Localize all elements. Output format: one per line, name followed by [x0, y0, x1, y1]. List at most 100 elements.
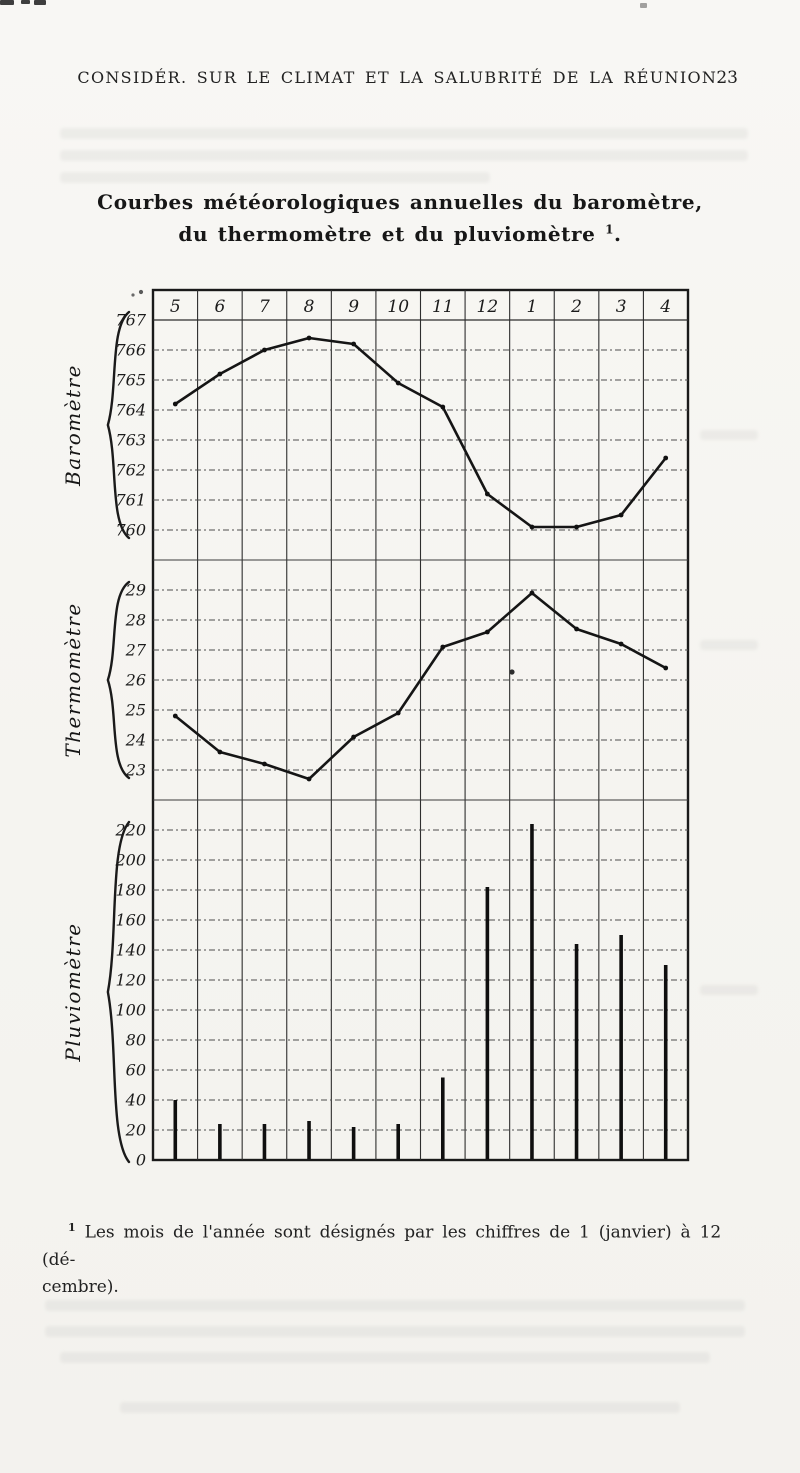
bleed-through-ghost — [45, 1300, 745, 1311]
data-point-marker — [663, 665, 669, 671]
bleed-through-ghost — [700, 430, 758, 440]
y-tick-label: 767 — [115, 311, 146, 330]
bleed-through-ghost — [45, 1326, 745, 1337]
panel-title: Baromètre — [63, 364, 85, 487]
ink-smudge — [21, 0, 30, 4]
y-tick-label: 160 — [115, 911, 146, 930]
bleed-through-ghost — [60, 172, 490, 183]
y-tick-label: 200 — [114, 851, 146, 870]
y-tick-label: 762 — [115, 461, 146, 480]
ink-smudge — [0, 0, 14, 5]
data-point-marker — [529, 524, 535, 530]
month-label: 6 — [214, 297, 225, 317]
footnote-marker: 1 — [68, 1221, 76, 1234]
y-tick-label: 764 — [115, 401, 146, 420]
figure-title-line1: Courbes météorologiques annuelles du bar… — [97, 190, 703, 214]
ink-speck — [138, 289, 144, 295]
data-point-marker — [574, 626, 579, 632]
y-tick-label: 120 — [115, 971, 146, 990]
month-label: 12 — [477, 297, 499, 317]
month-label: 7 — [259, 297, 270, 317]
bleed-through-ghost — [60, 150, 748, 161]
y-tick-label: 763 — [115, 431, 146, 450]
running-header: CONSIDÉR. SUR LE CLIMAT ET LA SALUBRITÉ … — [77, 68, 723, 87]
data-point-marker — [306, 776, 312, 782]
month-label: 10 — [387, 297, 409, 317]
y-tick-label: 761 — [115, 491, 146, 510]
data-point-marker — [172, 713, 178, 719]
y-tick-label: 766 — [115, 341, 146, 360]
figure-title: Courbes météorologiques annuelles du bar… — [97, 190, 703, 246]
y-tick-label: 140 — [115, 941, 146, 960]
y-tick-label: 60 — [126, 1061, 146, 1080]
data-point-marker — [306, 335, 312, 341]
data-point-marker — [351, 734, 357, 740]
bleed-through-ghost — [60, 128, 748, 139]
y-tick-label: 25 — [125, 701, 146, 720]
figure-title-line2: du thermomètre et du pluviomètre — [178, 222, 596, 246]
y-tick-label: 180 — [115, 881, 146, 900]
footnote: 1 Les mois de l'année sont désignés par … — [42, 1219, 760, 1301]
y-tick-label: 100 — [115, 1001, 146, 1020]
data-point-marker — [351, 341, 357, 347]
panel-title: Pluviomètre — [63, 922, 85, 1062]
ink-speck — [131, 293, 135, 297]
data-point-marker — [172, 401, 178, 407]
data-point-marker — [484, 491, 490, 497]
bleed-through-ghost — [700, 640, 758, 650]
month-label: 1 — [527, 297, 538, 317]
data-point-marker — [440, 404, 446, 410]
month-label: 8 — [304, 297, 315, 317]
data-point-marker — [618, 641, 624, 647]
data-point-marker — [529, 590, 535, 596]
y-tick-label: 80 — [126, 1031, 146, 1050]
y-tick-label: 24 — [125, 731, 146, 750]
data-point-marker — [217, 371, 223, 377]
month-label: 2 — [570, 297, 582, 317]
data-point-marker — [574, 524, 579, 530]
data-point-marker — [395, 380, 401, 386]
data-point-marker — [618, 512, 624, 518]
y-tick-label: 765 — [115, 371, 146, 390]
month-label: 5 — [170, 297, 181, 317]
data-point-marker — [262, 761, 267, 767]
month-label: 3 — [616, 297, 627, 317]
panel-brace — [106, 310, 131, 540]
page-number: 23 — [716, 68, 738, 88]
meteo-chart-svg: 5 6 7 8 9 10 11 12 1 2 3 47677667657647637627617602… — [61, 288, 690, 1170]
data-point-marker — [663, 455, 669, 461]
meteorological-chart: 5 6 7 8 9 10 11 12 1 2 3 4 767 766 765 764 763 762 761 760 2… — [61, 288, 693, 1170]
ink-smudge — [640, 3, 647, 8]
y-tick-label: 0 — [136, 1151, 146, 1167]
y-tick-label: 29 — [125, 581, 146, 600]
ink-speck — [509, 669, 515, 675]
y-tick-label: 27 — [125, 641, 147, 660]
month-label: 9 — [348, 297, 359, 317]
panel-brace — [106, 820, 131, 1164]
y-tick-label: 220 — [114, 821, 146, 840]
y-tick-label: 760 — [115, 521, 146, 540]
month-label: 4 — [659, 297, 671, 317]
data-point-marker — [262, 347, 267, 353]
ink-smudge — [34, 0, 46, 5]
panel-title: Thermomètre — [63, 602, 85, 757]
data-point-marker — [217, 749, 223, 755]
footnote-reference: 1 — [605, 222, 615, 237]
bleed-through-ghost — [120, 1402, 680, 1413]
month-label: 11 — [432, 297, 454, 317]
thermometer-curve — [173, 591, 668, 781]
y-tick-label: 23 — [125, 761, 146, 780]
y-tick-label: 40 — [125, 1091, 146, 1110]
data-point-marker — [440, 644, 446, 650]
barometer-curve — [173, 336, 668, 529]
data-point-marker — [395, 710, 401, 716]
data-point-marker — [484, 629, 490, 635]
y-tick-label: 26 — [125, 671, 146, 690]
bleed-through-ghost — [60, 1352, 710, 1363]
footnote-line2: cembre). — [42, 1277, 119, 1298]
panel-brace — [106, 580, 131, 780]
y-tick-label: 20 — [125, 1121, 146, 1140]
y-tick-label: 28 — [125, 611, 146, 630]
bleed-through-ghost — [700, 985, 758, 995]
